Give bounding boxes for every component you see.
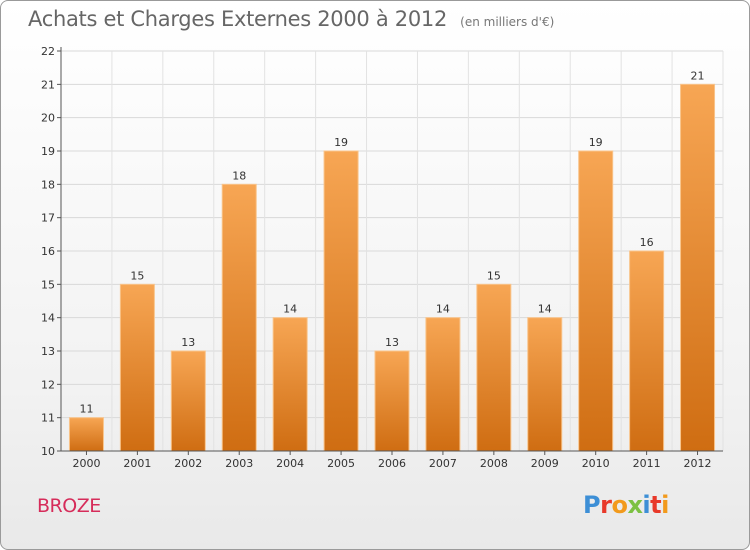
x-tick-label: 2001 (123, 457, 151, 470)
logo-letter: o (611, 491, 628, 519)
x-tick-label: 2000 (72, 457, 100, 470)
y-tick-label: 14 (41, 312, 55, 325)
x-tick-label: 2003 (225, 457, 253, 470)
x-tick-label: 2011 (633, 457, 661, 470)
bar-2007 (425, 317, 461, 452)
y-tick-label: 15 (41, 278, 55, 291)
x-tick-label: 2010 (582, 457, 610, 470)
bar-2002 (170, 350, 206, 452)
bar-value-label: 18 (232, 169, 246, 182)
logo-letter: t (650, 491, 662, 519)
bar-value-label: 13 (385, 336, 399, 349)
y-tick-label: 18 (41, 178, 55, 191)
bar-2003 (221, 183, 257, 452)
bar-value-label: 15 (487, 269, 501, 282)
y-tick-label: 20 (41, 112, 55, 125)
bar-value-label: 13 (181, 336, 195, 349)
logo-letter: r (600, 491, 612, 519)
bar-value-label: 11 (79, 403, 93, 416)
x-tick-label: 2005 (327, 457, 355, 470)
bar-2001 (119, 283, 155, 452)
proxiti-logo: Proxiti (583, 491, 669, 519)
chart-subtitle: (en milliers d'€) (460, 15, 555, 29)
chart-title: Achats et Charges Externes 2000 à 2012 (28, 7, 448, 31)
y-tick-label: 13 (41, 345, 55, 358)
x-tick-label: 2007 (429, 457, 457, 470)
chart-title-area: Achats et Charges Externes 2000 à 2012 (… (28, 7, 554, 31)
bar-value-label: 14 (283, 303, 297, 316)
y-tick-label: 17 (41, 212, 55, 225)
x-tick-label: 2008 (480, 457, 508, 470)
logo-letter: P (583, 491, 601, 519)
bar-2012 (680, 83, 716, 452)
y-tick-label: 22 (41, 45, 55, 58)
bar-value-label: 19 (334, 136, 348, 149)
x-tick-label: 2009 (531, 457, 559, 470)
logo-letter: i (642, 491, 651, 519)
bar-2009 (527, 317, 563, 452)
bar-value-label: 16 (640, 236, 654, 249)
bar-2008 (476, 283, 512, 452)
bar-value-label: 19 (589, 136, 603, 149)
y-tick-label: 19 (41, 145, 55, 158)
bar-2005 (323, 150, 359, 452)
bar-2011 (629, 250, 665, 452)
bar-value-label: 14 (538, 303, 552, 316)
bar-value-label: 14 (436, 303, 450, 316)
bar-2004 (272, 317, 308, 452)
bar-2006 (374, 350, 410, 452)
x-tick-label: 2002 (174, 457, 202, 470)
bar-2010 (578, 150, 614, 452)
x-tick-label: 2012 (684, 457, 712, 470)
y-tick-label: 11 (41, 412, 55, 425)
y-tick-label: 16 (41, 245, 55, 258)
x-tick-label: 2006 (378, 457, 406, 470)
y-tick-label: 10 (41, 445, 55, 458)
bar-value-label: 15 (130, 269, 144, 282)
bar-2000 (68, 417, 104, 452)
logo-letter: i (661, 491, 669, 519)
y-tick-label: 12 (41, 378, 55, 391)
bar-value-label: 21 (691, 69, 705, 82)
x-tick-label: 2004 (276, 457, 304, 470)
commune-name: BROZE (37, 495, 101, 517)
y-tick-label: 21 (41, 78, 55, 91)
logo-letter: x (627, 491, 643, 519)
